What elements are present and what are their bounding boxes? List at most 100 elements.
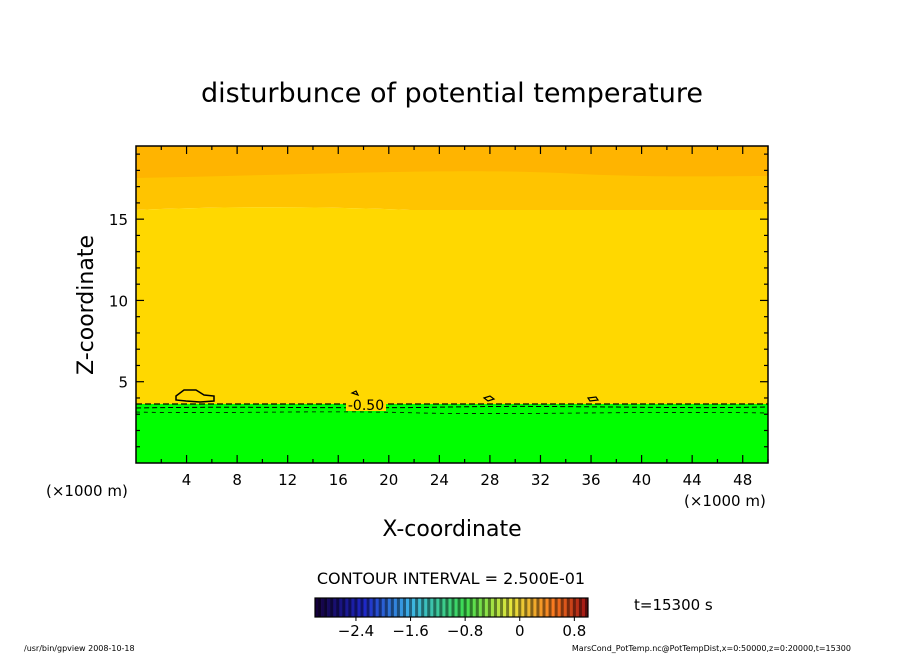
colorbar-segment [581, 598, 586, 617]
colorbar-segment [484, 598, 489, 617]
colorbar-segment [354, 598, 358, 617]
colorbar-segment [427, 598, 431, 617]
colorbar-segment [315, 598, 319, 617]
colorbar-segment [421, 598, 425, 617]
time-label: t=15300 s [634, 596, 713, 614]
colorbar-segment [451, 598, 455, 617]
colorbar-segment [442, 598, 446, 617]
colorbar-segment [557, 598, 561, 617]
colorbar-segment [457, 598, 461, 617]
colorbar-segment [333, 598, 337, 617]
x-tick-label: 12 [278, 471, 297, 489]
colorbar-segment [336, 598, 340, 617]
x-tick-label: 16 [329, 471, 348, 489]
colorbar-segment [551, 598, 555, 617]
colorbar-segment [448, 598, 452, 617]
colorbar-segment [584, 598, 589, 617]
colorbar-segment [563, 598, 568, 617]
plot-area: -0.50 [135, 146, 769, 463]
colorbar-segment [545, 598, 549, 617]
contour-dashed-3 [135, 411, 769, 414]
colorbar-ticks: −2.4 −1.6 −0.8 0 0.8 [338, 617, 586, 640]
colorbar-segment [369, 598, 373, 617]
colorbar-segment [487, 598, 492, 617]
colorbar-segment [466, 598, 470, 617]
colorbar-segment [490, 598, 495, 617]
contour-dashed-2 [135, 405, 769, 409]
colorbar-tick-label: −0.8 [447, 622, 483, 640]
colorbar-segment [493, 598, 498, 617]
colorbar-segment [497, 598, 501, 617]
colorbar-segment [390, 598, 395, 617]
contour-small-3 [350, 390, 360, 397]
band-middle [136, 210, 768, 404]
colorbar-tick-label: −1.6 [392, 622, 428, 640]
colorbar-segment [415, 598, 419, 617]
colorbar-segment [554, 598, 558, 617]
colorbar-segment [518, 598, 522, 617]
colorbar-segment [430, 598, 434, 617]
colorbar-segment [503, 598, 507, 617]
y-axis-label: Z-coordinate [74, 235, 99, 375]
y-axis: 5 10 15 [109, 153, 768, 448]
colorbar-segment [393, 598, 398, 617]
colorbar-segment [560, 598, 565, 617]
colorbar-segment [463, 598, 467, 617]
x-tick-label: 32 [531, 471, 550, 489]
x-tick-label: 36 [581, 471, 600, 489]
colorbar-segment [360, 598, 364, 617]
colorbar-segment [524, 598, 528, 617]
colorbar-segment [412, 598, 416, 617]
colorbar-segment [436, 598, 440, 617]
colorbar-segment [578, 598, 583, 617]
y-tick-label: 10 [109, 292, 128, 310]
colorbar-segment [575, 598, 580, 617]
y-tick-label: 15 [109, 211, 128, 229]
colorbar-segment [469, 598, 474, 617]
colorbar-segment [327, 598, 331, 617]
colorbar-segment [372, 598, 376, 617]
colorbar-segment [506, 598, 510, 617]
colorbar-segment [536, 598, 540, 617]
colorbar-segment [330, 598, 334, 617]
colorbar-segment [521, 598, 525, 617]
colorbar-segment [357, 598, 361, 617]
colorbar-segment [500, 598, 504, 617]
colorbar-segment [378, 598, 383, 617]
colorbar-segment [424, 598, 428, 617]
colorbar-segment [539, 598, 543, 617]
contour-label-bg [346, 397, 386, 411]
colorbar-segment [384, 598, 389, 617]
colorbar-segment [321, 598, 325, 617]
colorbar-segment [512, 598, 516, 617]
band-upper [136, 171, 768, 218]
colorbar-segment [406, 598, 410, 617]
y-tick-label: 5 [118, 374, 128, 392]
x-unit-left: (×1000 m) [46, 482, 128, 500]
colorbar-tick-label: 0 [515, 622, 525, 640]
colorbar-segment [345, 598, 349, 617]
x-tick-label: 4 [182, 471, 192, 489]
footer-left: /usr/bin/gpview 2008-10-18 [24, 644, 135, 653]
colorbar-segment [533, 598, 537, 617]
colorbar-segment [381, 598, 386, 617]
colorbar-segment [542, 598, 546, 617]
colorbar [315, 598, 589, 617]
colorbar-segment [418, 598, 422, 617]
colorbar-segment [515, 598, 519, 617]
contour-interval: CONTOUR INTERVAL = 2.500E-01 [317, 569, 585, 588]
x-tick-label: 40 [632, 471, 651, 489]
x-tick-label: 44 [683, 471, 702, 489]
colorbar-segment [348, 598, 352, 617]
colorbar-segment [572, 598, 577, 617]
colorbar-segment [396, 598, 401, 617]
colorbar-frame [314, 597, 589, 618]
colorbar-segment [530, 598, 534, 617]
colorbar-segment [527, 598, 531, 617]
colorbar-segment [399, 598, 404, 617]
colorbar-segment [439, 598, 443, 617]
colorbar-segment [366, 598, 370, 617]
colorbar-segment [472, 598, 477, 617]
x-tick-label: 20 [379, 471, 398, 489]
